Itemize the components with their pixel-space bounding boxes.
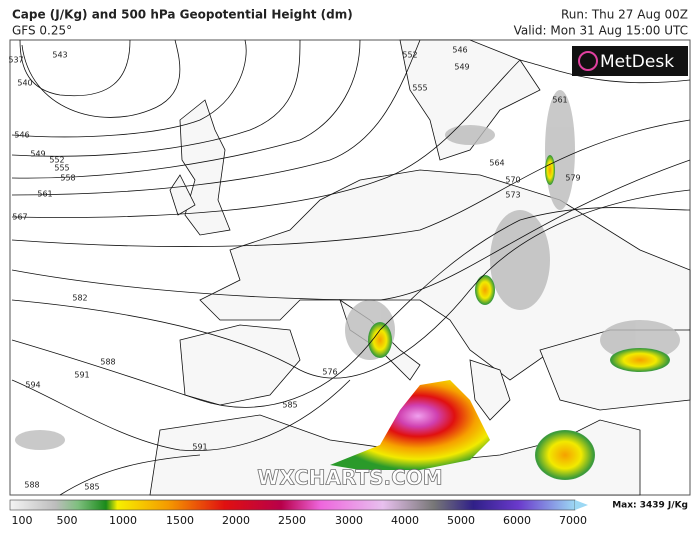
contour-label: 546 [452, 46, 467, 55]
contour-label: 567 [12, 213, 27, 222]
contour-label: 582 [72, 294, 87, 303]
title: Cape (J/Kg) and 500 hPa Geopotential Hei… [12, 8, 353, 22]
contour-label: 540 [17, 79, 32, 88]
contour-label: 591 [192, 443, 207, 452]
contour-label: 546 [14, 131, 29, 140]
cape-fields [330, 155, 670, 480]
run: Run: Thu 27 Aug 00Z [561, 8, 688, 22]
contour-label: 549 [30, 150, 45, 159]
colorbar-label: 100 [12, 514, 33, 527]
contour-label: 549 [454, 63, 469, 72]
colorbar-label: 4000 [391, 514, 419, 527]
contour-labels: 5375405435465495525555585615675825885915… [8, 46, 580, 492]
colorbar-label: 7000 [559, 514, 587, 527]
colorbar-label: 1500 [166, 514, 194, 527]
logo: MetDesk [600, 52, 674, 72]
colorbar [9, 499, 576, 511]
contour-label: 588 [100, 358, 115, 367]
colorbar-labels: 100 500 1000 1500 2000 2500 3000 4000 5000 6000 70… [12, 514, 588, 527]
colorbar-label: 1000 [109, 514, 137, 527]
contour-label: 543 [52, 51, 67, 60]
contour-label: 588 [24, 481, 39, 490]
contour-label: 570 [505, 176, 520, 185]
contour-label: 585 [84, 483, 99, 492]
contour-label: 537 [8, 56, 23, 65]
valid: Valid: Mon 31 Aug 15:00 UTC [514, 24, 688, 38]
colorbar-arrow [575, 500, 588, 510]
colorbar-label: 5000 [447, 514, 475, 527]
contour-label: 552 [402, 51, 417, 60]
contour-label: 558 [60, 174, 75, 183]
colorbar-label: 6000 [503, 514, 531, 527]
contour-label: 561 [552, 96, 567, 105]
colorbar-label: 2000 [222, 514, 250, 527]
max-label: Max: 3439 J/Kg [612, 501, 688, 511]
contour-label: 573 [505, 191, 520, 200]
model: GFS 0.25° [12, 24, 72, 38]
contour-label: 561 [37, 190, 52, 199]
contour-label: 594 [25, 381, 40, 390]
contour-label: 576 [322, 368, 337, 377]
contour-label: 555 [412, 84, 427, 93]
watermark: WXCHARTS.COM [257, 466, 442, 490]
logo-icon [578, 51, 598, 71]
contour-label: 579 [565, 174, 580, 183]
contour-label: 591 [74, 371, 89, 380]
contour-label: 585 [282, 401, 297, 410]
contour-label: 564 [489, 159, 504, 168]
contour-label: 555 [54, 164, 69, 173]
colorbar-label: 2500 [278, 514, 306, 527]
cape-light [15, 90, 680, 450]
colorbar-label: 3000 [335, 514, 363, 527]
colorbar-label: 500 [57, 514, 78, 527]
contour-label: 552 [49, 156, 64, 165]
logo-box [572, 46, 688, 76]
